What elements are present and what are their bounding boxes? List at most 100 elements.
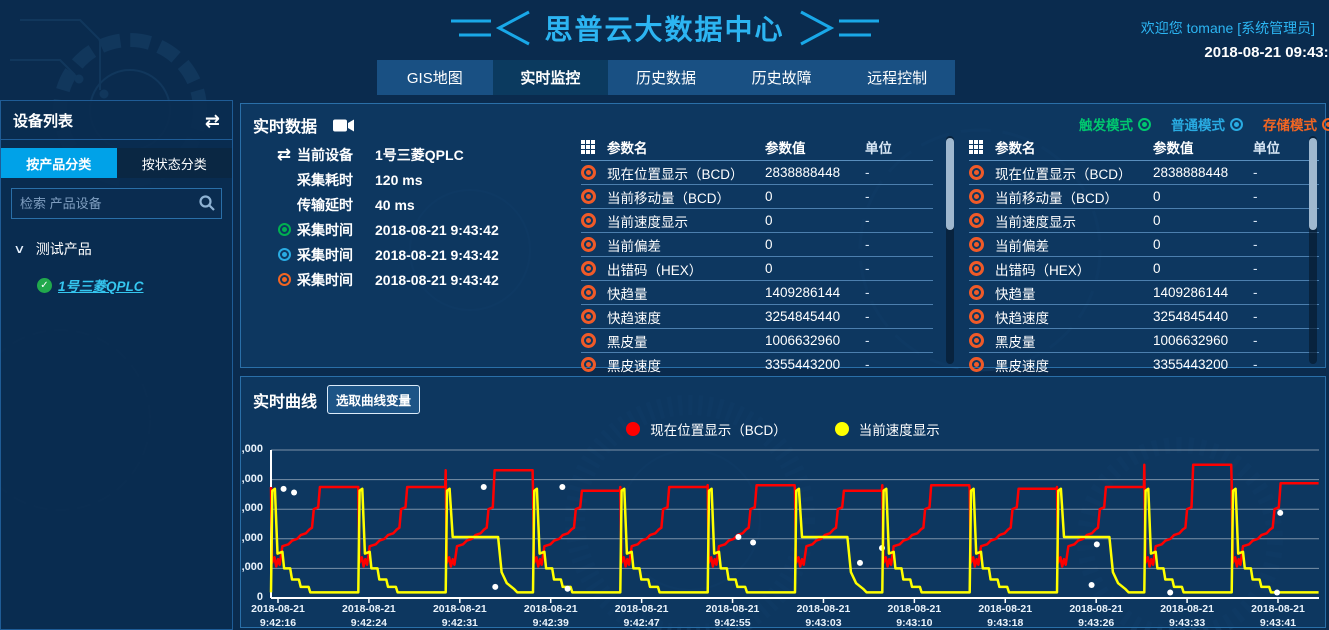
tree-device-item[interactable]: ✓ 1号三菱QPLC bbox=[37, 275, 232, 295]
sidebar-tab-1[interactable]: 按状态分类 bbox=[116, 148, 232, 178]
mode-button-2[interactable]: 存储模式 bbox=[1263, 114, 1329, 134]
table-row: 现在位置显示（BCD） 2838888448 - bbox=[581, 161, 933, 185]
data-point-marker bbox=[1274, 589, 1281, 596]
search-icon[interactable] bbox=[199, 195, 215, 211]
param-value: 0 bbox=[1153, 213, 1161, 228]
legend-item-0: 现在位置显示（BCD） bbox=[626, 419, 787, 439]
param-value: 1409286144 bbox=[1153, 285, 1229, 300]
table-row: 当前移动量（BCD） 0 - bbox=[969, 185, 1319, 209]
table-row: 黑皮速度 3355443200 - bbox=[581, 353, 933, 377]
x-axis-tick-label: 2018-08-21 9:42:47 bbox=[597, 603, 687, 630]
legend-dot-icon bbox=[834, 422, 849, 436]
param-table-header: 参数名 参数值 单位 bbox=[581, 134, 933, 161]
target-icon bbox=[581, 285, 596, 300]
info-row-icon-cell bbox=[251, 273, 297, 286]
param-value: 0 bbox=[765, 189, 773, 204]
param-name: 当前偏差 bbox=[607, 238, 661, 254]
legend-item-1: 当前速度显示 bbox=[834, 419, 940, 439]
param-name: 出错码（HEX） bbox=[607, 262, 703, 278]
sidebar-tab-0[interactable]: 按产品分类 bbox=[1, 148, 117, 178]
x-label-date: 2018-08-21 bbox=[523, 603, 578, 615]
table-row: 当前移动量（BCD） 0 - bbox=[581, 185, 933, 209]
param-unit: - bbox=[1253, 213, 1258, 228]
table-row: 出错码（HEX） 0 - bbox=[969, 257, 1319, 281]
target-icon bbox=[581, 357, 596, 372]
y-axis-tick-label: ,000 bbox=[241, 502, 263, 515]
device-search-input[interactable] bbox=[11, 188, 222, 219]
param-unit: - bbox=[1253, 309, 1258, 324]
x-label-date: 2018-08-21 bbox=[705, 603, 760, 615]
table-row: 现在位置显示（BCD） 2838888448 - bbox=[969, 161, 1319, 185]
current-datetime: 2018-08-21 09:43:1 bbox=[1204, 44, 1329, 61]
info-row-5: 采集时间 2018-08-21 9:43:42 bbox=[251, 267, 573, 292]
x-label-time: 9:42:24 bbox=[350, 616, 387, 629]
x-axis-tick-label: 2018-08-21 9:42:16 bbox=[233, 603, 323, 630]
param-value: 0 bbox=[765, 237, 773, 252]
nav-tab-3[interactable]: 历史故障 bbox=[751, 70, 812, 87]
target-icon bbox=[581, 213, 596, 228]
target-icon bbox=[581, 333, 596, 348]
table-row: 快趋量 1409286144 - bbox=[581, 281, 933, 305]
info-row-label: 采集时间 bbox=[297, 221, 353, 238]
param-value: 0 bbox=[1153, 261, 1161, 276]
table-row: 出错码（HEX） 0 - bbox=[581, 257, 933, 281]
info-row-value: 2018-08-21 9:43:42 bbox=[375, 246, 499, 263]
scrollbar-2-thumb[interactable] bbox=[1309, 138, 1317, 230]
scrollbar-1-thumb[interactable] bbox=[946, 138, 954, 230]
swap-icon[interactable]: ⇄ bbox=[204, 110, 220, 131]
info-row-value: 120 ms bbox=[375, 171, 423, 188]
x-axis-tick-label: 2018-08-21 9:42:31 bbox=[415, 603, 505, 630]
nav-tab-0[interactable]: GIS地图 bbox=[406, 70, 463, 87]
x-label-time: 9:43:18 bbox=[987, 616, 1024, 629]
table-row: 当前速度显示 0 - bbox=[969, 209, 1319, 233]
x-axis-labels: 2018-08-21 9:42:16 2018-08-21 9:42:24 2018-0… bbox=[251, 603, 1319, 630]
realtime-data-panel: 实时数据 触发模式 普通模式 存储模式 ⇄ 当前设备 1号三菱QPLC 采集耗时 120 m… bbox=[240, 103, 1329, 377]
legend-label: 现在位置显示（BCD） bbox=[650, 423, 787, 438]
mode-button-1[interactable]: 普通模式 bbox=[1171, 114, 1243, 134]
table-row: 快趋速度 3254845440 - bbox=[581, 305, 933, 329]
row-icon-cell bbox=[581, 165, 607, 180]
sidebar-tabs: 按产品分类 按状态分类 bbox=[1, 148, 232, 178]
info-row-3: 采集时间 2018-08-21 9:43:42 bbox=[251, 217, 573, 242]
mode-label: 存储模式 bbox=[1263, 118, 1317, 133]
mode-label: 普通模式 bbox=[1171, 118, 1225, 133]
y-axis-tick-label: ,000 bbox=[241, 443, 263, 455]
row-icon-cell bbox=[969, 189, 995, 204]
param-name: 快趋量 bbox=[995, 286, 1036, 302]
tree-group-test-product[interactable]: ∨ 测试产品 bbox=[13, 239, 232, 259]
param-unit: - bbox=[1253, 285, 1258, 300]
target-icon bbox=[969, 165, 984, 180]
x-label-date: 2018-08-21 bbox=[251, 603, 305, 615]
target-icon bbox=[581, 309, 596, 324]
nav-tab-1[interactable]: 实时监控 bbox=[492, 60, 609, 95]
device-link[interactable]: 1号三菱QPLC bbox=[58, 279, 144, 294]
swap-icon[interactable]: ⇄ bbox=[276, 144, 291, 164]
select-curve-variable-button[interactable]: 选取曲线变量 bbox=[327, 385, 421, 414]
collect-time-ring-icon bbox=[278, 273, 291, 286]
nav-tab-2[interactable]: 历史数据 bbox=[635, 70, 696, 87]
table-row: 黑皮量 1006632960 - bbox=[581, 329, 933, 353]
col-header-value: 参数值 bbox=[765, 141, 806, 156]
info-row-label: 当前设备 bbox=[297, 146, 353, 163]
target-icon bbox=[969, 213, 984, 228]
video-camera-icon[interactable] bbox=[333, 118, 355, 133]
row-icon-cell bbox=[969, 237, 995, 252]
x-label-time: 9:43:41 bbox=[1259, 616, 1297, 629]
info-row-label: 采集时间 bbox=[297, 271, 353, 288]
target-icon bbox=[969, 237, 984, 252]
header-icon-cell bbox=[969, 140, 995, 154]
param-value: 0 bbox=[765, 261, 773, 276]
x-label-time: 9:42:55 bbox=[714, 616, 751, 629]
x-label-time: 9:42:47 bbox=[623, 616, 660, 629]
x-label-date: 2018-08-21 bbox=[614, 603, 669, 615]
realtime-data-title: 实时数据 bbox=[253, 119, 318, 136]
row-icon-cell bbox=[969, 261, 995, 276]
param-name: 快趋速度 bbox=[607, 310, 661, 326]
y-axis-tick-label: ,000 bbox=[241, 531, 263, 544]
legend-dot-icon bbox=[626, 422, 641, 436]
page-title: 思普云大数据中心 bbox=[544, 14, 785, 45]
mode-button-0[interactable]: 触发模式 bbox=[1079, 114, 1151, 134]
data-point-marker bbox=[291, 489, 298, 496]
param-table-header: 参数名 参数值 单位 bbox=[969, 134, 1319, 161]
nav-tab-4[interactable]: 远程控制 bbox=[867, 70, 928, 87]
